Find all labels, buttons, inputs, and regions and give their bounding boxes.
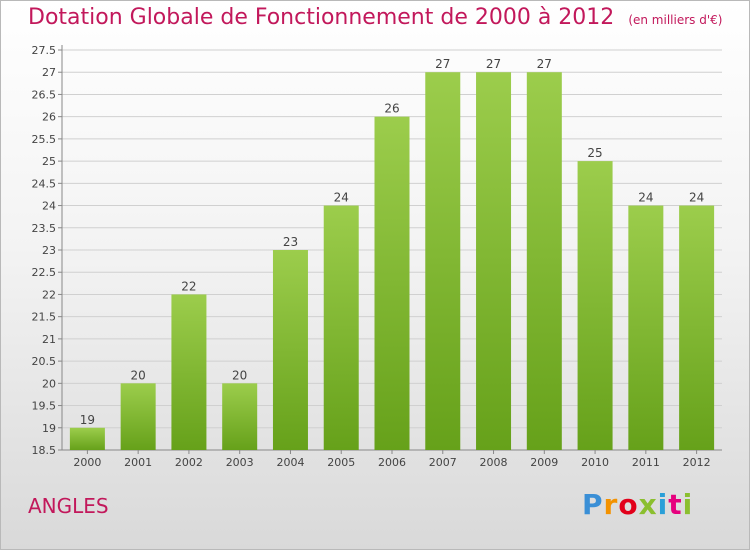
bar-2005 [323,205,359,450]
data-label: 20 [131,368,146,382]
logo-letter: r [603,488,619,521]
data-label: 24 [334,191,349,205]
bar-2007 [425,72,461,450]
x-tick-label: 2007 [429,456,457,469]
y-tick-label: 23 [42,244,56,257]
y-tick-label: 21 [42,333,56,346]
x-tick-label: 2008 [480,456,508,469]
bar-2010 [577,161,613,450]
chart-title-main: Dotation Globale de Fonctionnement de 20… [28,5,615,30]
bar-2002 [171,294,207,450]
y-tick-label: 25 [42,155,56,168]
bar-2008 [476,72,512,450]
y-tick-label: 23.5 [32,222,57,235]
place-name: ANGLES [28,494,109,518]
logo-letter: o [618,488,639,521]
data-label: 27 [486,57,501,71]
bar-2000 [69,427,105,450]
y-tick-label: 22.5 [32,266,57,279]
y-tick-label: 18.5 [32,444,57,457]
x-tick-label: 2009 [530,456,558,469]
bar-2009 [526,72,562,450]
x-tick-label: 2000 [73,456,101,469]
y-tick-label: 27.5 [32,44,57,57]
data-label: 20 [232,368,247,382]
data-label: 22 [181,279,196,293]
x-tick-label: 2001 [124,456,152,469]
x-tick-label: 2003 [226,456,254,469]
bar-2006 [374,116,410,451]
logo-letter: t [668,488,683,521]
data-label: 19 [80,413,95,427]
x-tick-label: 2002 [175,456,203,469]
y-tick-label: 26.5 [32,88,57,101]
y-tick-label: 25.5 [32,133,57,146]
data-label: 24 [638,191,653,205]
y-tick-label: 24.5 [32,177,57,190]
x-tick-label: 2012 [683,456,711,469]
logo-letter: i [682,488,694,521]
y-tick-label: 21.5 [32,311,57,324]
y-tick-label: 20 [42,377,56,390]
y-tick-label: 20.5 [32,355,57,368]
data-label: 26 [384,102,399,116]
x-tick-label: 2010 [581,456,609,469]
y-tick-label: 19 [42,422,56,435]
bar-2004 [272,250,308,450]
bar-2012 [679,205,715,450]
bar-2003 [222,383,258,450]
x-tick-label: 2011 [632,456,660,469]
bar-2001 [120,383,156,450]
chart-unit-label: (en milliers d'€) [628,13,723,27]
logo-letter: i [657,488,669,521]
y-tick-label: 22 [42,288,56,301]
logo-letter: x [638,488,658,521]
logo-letter: P [582,488,604,521]
chart-title: Dotation Globale de Fonctionnement de 20… [28,5,722,30]
x-tick-label: 2005 [327,456,355,469]
x-tick-label: 2004 [276,456,304,469]
data-label: 27 [435,57,450,71]
proxiti-logo: Proxiti [582,488,693,521]
data-label: 27 [537,57,552,71]
y-tick-label: 24 [42,200,56,213]
y-tick-label: 19.5 [32,400,57,413]
y-tick-label: 26 [42,111,56,124]
data-label: 23 [283,235,298,249]
data-label: 25 [587,146,602,160]
x-tick-label: 2006 [378,456,406,469]
y-tick-label: 27 [42,66,56,79]
bar-2011 [628,205,664,450]
data-label: 24 [689,191,704,205]
